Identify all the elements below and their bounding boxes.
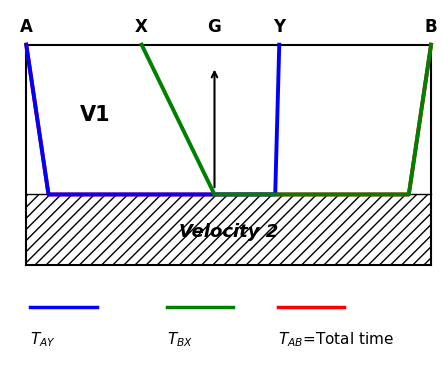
Text: $T_{BX}$: $T_{BX}$ (167, 330, 193, 349)
Text: $T_{AB}$=Total time: $T_{AB}$=Total time (278, 330, 394, 349)
Bar (26, 195, 431, 265)
Text: $T_{AY}$: $T_{AY}$ (31, 330, 56, 349)
Text: Y: Y (273, 18, 285, 36)
Text: A: A (20, 18, 33, 36)
Text: G: G (208, 18, 222, 36)
Text: V1: V1 (80, 105, 111, 125)
Text: X: X (135, 18, 148, 36)
Text: Velocity 2: Velocity 2 (179, 223, 278, 241)
Text: B: B (425, 18, 437, 36)
